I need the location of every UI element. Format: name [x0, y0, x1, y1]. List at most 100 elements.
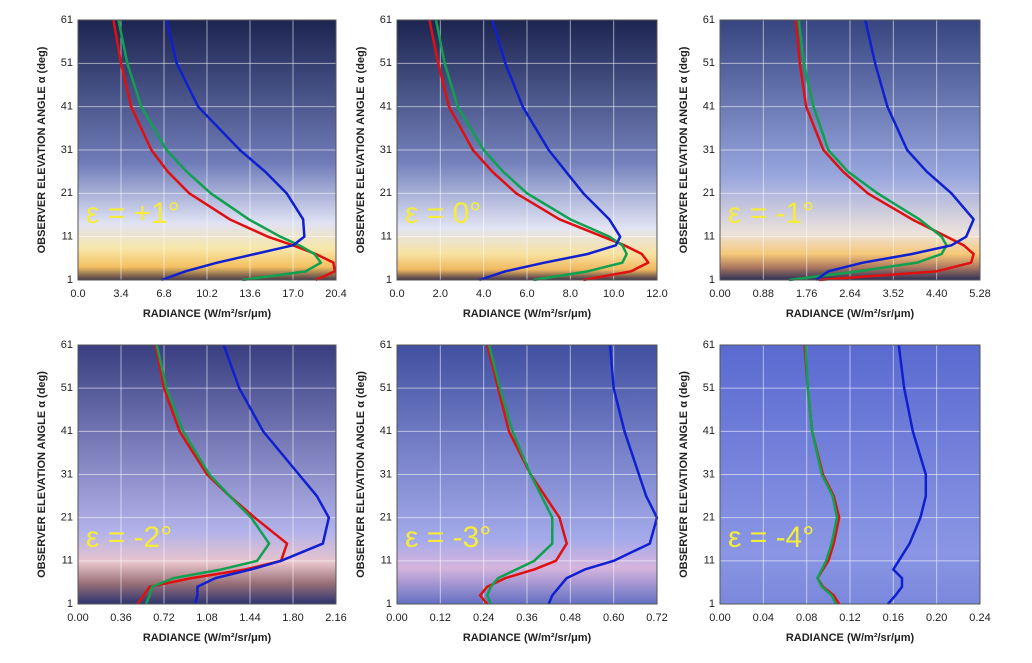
x-tick-label: 0.36	[516, 612, 537, 624]
y-axis-title: OBSERVER ELEVATION ANGLE α (deg)	[355, 371, 367, 578]
y-tick-label: 1	[67, 598, 73, 610]
y-axis-title: OBSERVER ELEVATION ANGLE α (deg)	[678, 371, 690, 578]
annotation: ε = -2°	[86, 521, 172, 554]
data-line	[788, 19, 948, 282]
plot-frame	[396, 19, 658, 281]
y-tick-label: 1	[386, 274, 392, 286]
x-tick-label: 0.0	[389, 288, 404, 300]
x-tick-label: 2.0	[433, 288, 448, 300]
data-line	[804, 344, 839, 605]
x-tick-label: 1.08	[196, 612, 217, 624]
plot-frame	[719, 344, 981, 605]
x-tick-label: 20.4	[325, 288, 346, 300]
annotation: ε = -4°	[728, 521, 814, 554]
y-tick-label: 51	[61, 57, 73, 69]
x-tick-label: 2.64	[839, 288, 860, 300]
plot-frame	[396, 344, 658, 605]
x-tick-label: 0.00	[709, 612, 730, 624]
y-tick-label: 41	[380, 101, 392, 113]
data-line	[144, 344, 271, 605]
x-tick-label: 5.28	[969, 288, 990, 300]
y-tick-label: 41	[61, 101, 73, 113]
x-tick-label: 0.08	[796, 612, 817, 624]
y-tick-label: 21	[703, 512, 715, 524]
y-axis-title: OBSERVER ELEVATION ANGLE α (deg)	[36, 46, 48, 253]
x-tick-label: 10.2	[196, 288, 217, 300]
y-tick-label: 51	[61, 382, 73, 394]
y-tick-label: 51	[703, 382, 715, 394]
x-tick-label: 0.60	[603, 612, 624, 624]
x-axis-title: RADIANCE (W/m²/sr/μm)	[143, 308, 272, 320]
x-tick-label: 2.16	[325, 612, 346, 624]
x-tick-label: 0.12	[430, 612, 451, 624]
y-tick-label: 41	[61, 425, 73, 437]
y-tick-label: 11	[62, 555, 73, 567]
x-tick-label: 0.36	[110, 612, 131, 624]
data-line	[815, 19, 975, 282]
x-axis-title: RADIANCE (W/m²/sr/μm)	[143, 632, 272, 644]
x-tick-label: 0.72	[153, 612, 174, 624]
y-tick-label: 31	[380, 468, 392, 480]
x-axis-title: RADIANCE (W/m²/sr/μm)	[786, 308, 915, 320]
data-line	[136, 344, 289, 605]
y-tick-label: 51	[703, 57, 715, 69]
x-tick-label: 0.20	[926, 612, 947, 624]
data-line	[486, 344, 554, 605]
x-tick-label: 0.00	[67, 612, 88, 624]
x-tick-label: 3.52	[883, 288, 904, 300]
x-tick-label: 0.00	[709, 288, 730, 300]
plot-frame	[77, 344, 337, 605]
y-tick-label: 41	[380, 425, 392, 437]
x-tick-label: 4.40	[926, 288, 947, 300]
y-tick-label: 41	[703, 101, 715, 113]
x-tick-label: 8.0	[563, 288, 578, 300]
y-tick-label: 21	[380, 512, 392, 524]
x-tick-label: 1.76	[796, 288, 817, 300]
y-axis-title: OBSERVER ELEVATION ANGLE α (deg)	[36, 371, 48, 578]
y-tick-label: 1	[709, 598, 715, 610]
y-tick-label: 11	[381, 231, 392, 243]
y-tick-label: 31	[703, 144, 715, 156]
annotation: ε = -3°	[405, 521, 491, 554]
y-tick-label: 61	[380, 14, 392, 26]
x-tick-label: 12.0	[646, 288, 667, 300]
x-tick-label: 0.16	[883, 612, 904, 624]
y-tick-label: 1	[67, 274, 73, 286]
y-tick-label: 11	[704, 555, 715, 567]
x-tick-label: 0.04	[753, 612, 774, 624]
y-axis-title: OBSERVER ELEVATION ANGLE α (deg)	[678, 46, 690, 253]
y-tick-label: 21	[703, 187, 715, 199]
x-tick-label: 17.0	[282, 288, 303, 300]
x-tick-label: 1.44	[239, 612, 260, 624]
y-tick-label: 21	[61, 187, 73, 199]
data-line	[112, 19, 336, 282]
x-tick-label: 1.80	[282, 612, 303, 624]
y-tick-label: 61	[61, 14, 73, 26]
y-tick-label: 51	[380, 57, 392, 69]
x-tick-label: 4.0	[476, 288, 491, 300]
x-tick-label: 0.00	[386, 612, 407, 624]
data-line	[478, 344, 568, 605]
annotation: ε = -1°	[728, 197, 814, 230]
data-line	[478, 19, 622, 282]
data-line	[161, 19, 306, 282]
plot-frame	[77, 19, 337, 281]
y-tick-label: 21	[380, 187, 392, 199]
y-tick-label: 11	[62, 231, 73, 243]
data-line	[428, 19, 650, 282]
x-tick-label: 10.0	[603, 288, 624, 300]
x-tick-label: 6.0	[519, 288, 534, 300]
y-tick-label: 61	[703, 339, 715, 351]
annotation: ε = 0°	[405, 197, 481, 230]
plot-frame	[719, 19, 981, 281]
y-tick-label: 51	[380, 382, 392, 394]
y-tick-label: 61	[61, 339, 73, 351]
data-line	[434, 19, 628, 282]
x-axis-title: RADIANCE (W/m²/sr/μm)	[463, 308, 592, 320]
x-tick-label: 0.24	[473, 612, 494, 624]
y-tick-label: 61	[380, 339, 392, 351]
x-tick-label: 0.12	[839, 612, 860, 624]
y-tick-label: 1	[709, 274, 715, 286]
x-tick-label: 0.24	[969, 612, 990, 624]
